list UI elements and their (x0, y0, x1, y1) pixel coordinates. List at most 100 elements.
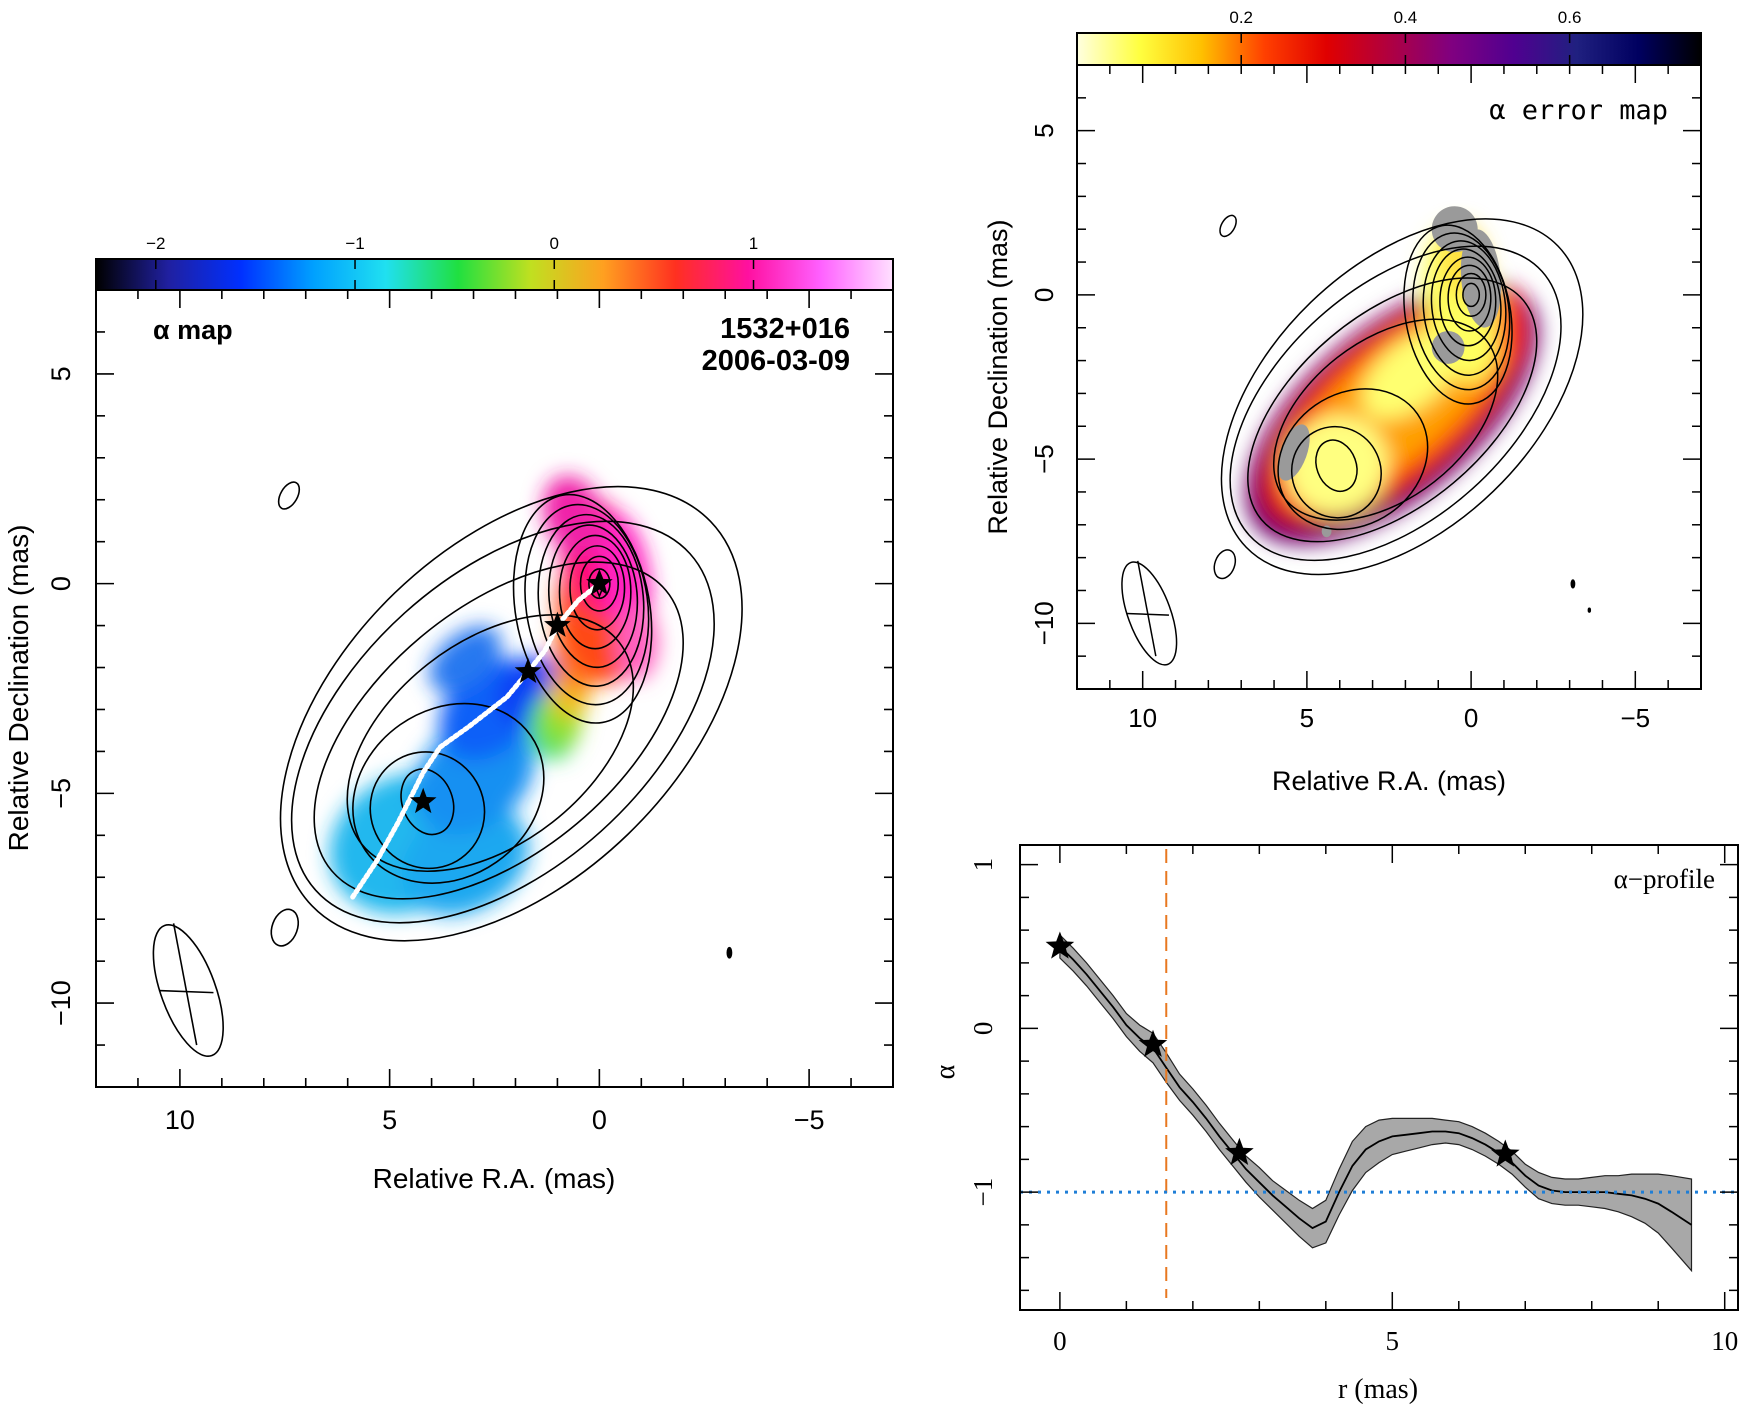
alpha-error-map-x-tick-label: 5 (1300, 703, 1314, 733)
alpha-map-tick-labels: 10 5 0 −5 5 0 −5 −10 (46, 366, 825, 1135)
intensity-contour (547, 524, 639, 669)
alpha-error-map-axis-ticks (1076, 64, 1702, 690)
intensity-contour (558, 534, 632, 650)
intensity-contour (1439, 256, 1497, 347)
alpha-region (401, 805, 529, 916)
masked-region (1431, 331, 1465, 364)
alpha-map-title: α map (153, 315, 233, 345)
alpha-colorbar-tick-label: −1 (345, 234, 364, 253)
alpha-colorbar-tick-label: −2 (146, 234, 165, 253)
beam-minor-axis (158, 989, 214, 994)
alpha-profile-title: α−profile (1614, 864, 1715, 894)
core-diamond (593, 569, 606, 599)
intensity-contour (270, 908, 300, 947)
alpha-map-y-tick-label: −5 (46, 778, 76, 809)
alpha-error-map-xlabel: Relative R.A. (mas) (1272, 766, 1506, 796)
alpha-profile-y-tick-label: −1 (968, 1178, 998, 1207)
profile-star (1491, 1139, 1520, 1167)
beam-ellipse-error-map (1121, 560, 1178, 666)
alpha-profile-x-tick-label: 0 (1053, 1326, 1067, 1356)
beam-major-axis (1137, 560, 1157, 657)
component-star (544, 611, 571, 637)
profile-star (1225, 1137, 1254, 1165)
alpha-map-y-tick-label: 5 (46, 366, 76, 381)
intensity-contour (346, 614, 635, 873)
intensity-contour (369, 751, 486, 870)
alpha-error-map-y-tick-label: −10 (1029, 601, 1059, 645)
alpha-map-x-tick-label: 5 (382, 1105, 397, 1135)
intensity-contour (1247, 277, 1538, 543)
intensity-contour (1412, 232, 1511, 391)
masked-region (1277, 424, 1310, 481)
alpha-error-map-x-tick-label: 0 (1464, 703, 1478, 733)
component-markers (409, 569, 613, 814)
alpha-colorbar-tick-label: 0 (550, 234, 559, 253)
beam-shape (1121, 561, 1178, 666)
error-colorbar-ticks: 0.2 0.4 0.6 (1229, 8, 1581, 65)
alpha-profile-y-tick-label: 1 (968, 858, 998, 872)
alpha-profile-xlabel: r (mas) (1338, 1374, 1418, 1405)
alpha-error-map-x-tick-label: 10 (1128, 703, 1157, 733)
alpha-error-map-y-tick-label: 5 (1029, 123, 1059, 137)
intensity-contour (524, 503, 650, 706)
intensity-contour (1570, 579, 1576, 589)
profile-star (1138, 1029, 1168, 1057)
intensity-contour (1229, 245, 1562, 562)
alpha-map-panel: −2 −1 0 1 10 5 0 −550−5−10 α map 1532+016 2006… (3, 234, 894, 1194)
alpha-map-y-tick-label: −10 (46, 980, 76, 1026)
alpha-error-map-ylabel: Relative Declination (mas) (983, 219, 1013, 534)
intensity-contour (1455, 272, 1487, 317)
alpha-error-map-tick-labels: 10 5 0 −5 5 0 −5 −10 (1029, 123, 1650, 733)
alpha-map-image (329, 475, 659, 916)
intensity-contour (290, 520, 715, 924)
intensity-contour (1430, 248, 1502, 362)
alpha-profile-axis-ticks (1020, 845, 1738, 1310)
intensity-contour (1272, 318, 1499, 521)
source-name: 1532+016 (720, 313, 850, 345)
profile-star (1045, 931, 1075, 959)
observation-date: 2006-03-09 (702, 345, 850, 377)
alpha-colorbar (95, 258, 894, 291)
intensity-contour (512, 493, 653, 724)
error-band (1059, 933, 1693, 1273)
alpha-colorbar-ticks: −2 −1 0 1 (146, 234, 758, 290)
beam-shape (152, 924, 224, 1058)
alpha-error-map-title: α error map (1489, 95, 1668, 126)
alpha-map-y-tick-label: 0 (46, 576, 76, 591)
alpha-error-map-y-tick-label: 0 (1029, 288, 1059, 302)
alpha-map-ylabel: Relative Declination (mas) (3, 525, 34, 852)
alpha-error-map-frame (1076, 64, 1702, 690)
intensity-contour (1315, 439, 1358, 493)
intensity-contour (537, 513, 645, 687)
alpha-map-x-tick-label: 10 (165, 1105, 195, 1135)
intensity-contour (579, 555, 620, 612)
alpha-map-axis-ticks (95, 289, 894, 1088)
alpha-error-map-panel: 0.2 0.4 0.6 10 5 0 −5 5 0 −5 −10 α error map Rela… (983, 8, 1702, 796)
alpha-map-contours (270, 481, 743, 959)
intensity-contour (588, 568, 611, 600)
alpha-map-x-tick-label: −5 (794, 1105, 825, 1135)
intensity-contour (1290, 425, 1382, 519)
alpha-profile-x-tick-label: 5 (1386, 1326, 1400, 1356)
error-colorbar-tick-label: 0.4 (1394, 8, 1418, 27)
intensity-contour (569, 545, 626, 631)
intensity-contour (1422, 240, 1507, 376)
intensity-contour (1587, 607, 1592, 613)
error-colorbar-tick-label: 0.2 (1229, 8, 1253, 27)
beam-major-axis (172, 923, 198, 1046)
error-region (1284, 415, 1389, 516)
alpha-profile-frame (1019, 844, 1739, 1311)
alpha-map-xlabel: Relative R.A. (mas) (373, 1163, 616, 1194)
alpha-error-map-contours (1213, 214, 1592, 613)
alpha-region (429, 625, 502, 693)
beam-ellipse (152, 923, 224, 1058)
alpha-profile-x-tick-label: 10 (1711, 1326, 1738, 1356)
component-star (586, 569, 613, 595)
intensity-contour (1277, 388, 1429, 531)
alpha-profile-ylabel: α (930, 1064, 961, 1079)
alpha-map-frame (95, 289, 894, 1088)
alpha-error-map-y-tick-label: −5 (1029, 444, 1059, 474)
error-colorbar (1076, 32, 1702, 66)
